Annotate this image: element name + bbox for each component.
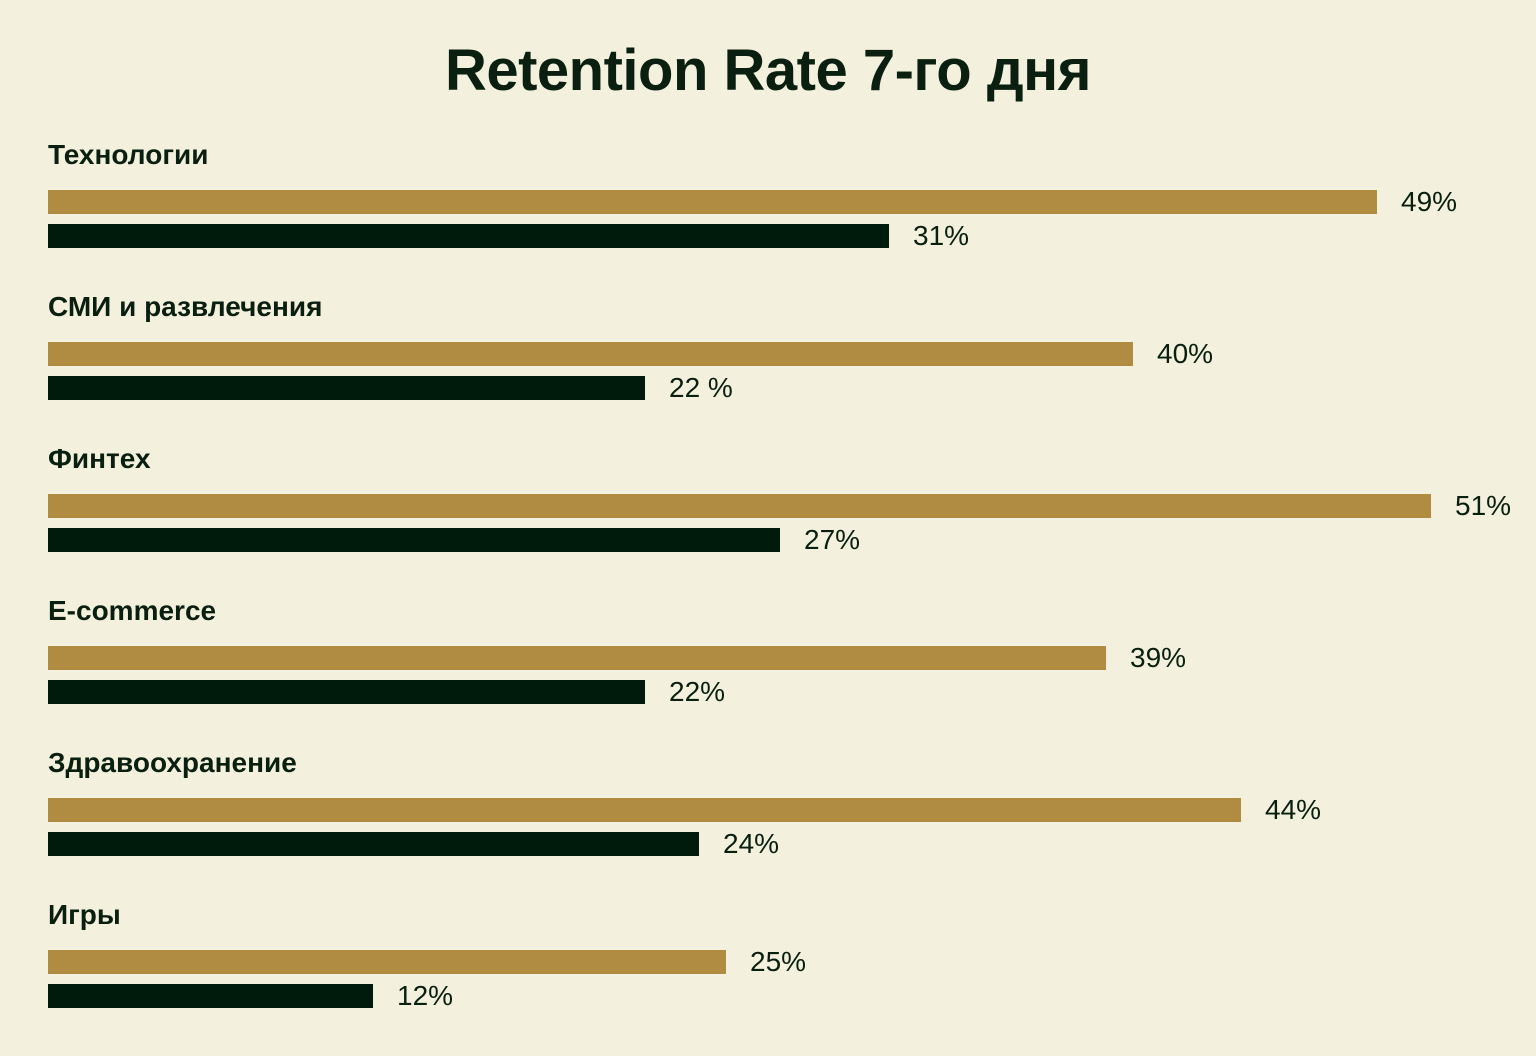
bar	[48, 224, 889, 248]
bar	[48, 342, 1133, 366]
data-label: 27%	[804, 524, 861, 555]
category-label: E-commerce	[48, 595, 217, 626]
category-label: СМИ и развлечения	[48, 291, 323, 322]
data-label: 51%	[1455, 490, 1512, 521]
data-label: 40%	[1157, 338, 1214, 369]
bar	[48, 494, 1431, 518]
data-label: 39%	[1130, 642, 1187, 673]
bar	[48, 798, 1241, 822]
chart-title: Retention Rate 7-го дня	[444, 38, 1092, 103]
category-label: Финтех	[48, 443, 151, 474]
bar	[48, 646, 1106, 670]
bar	[48, 528, 780, 552]
data-label: 12%	[397, 980, 454, 1011]
data-label: 22%	[669, 676, 726, 707]
data-label: 31%	[913, 220, 970, 251]
bar	[48, 190, 1377, 214]
bar	[48, 984, 373, 1008]
category-label: Технологии	[48, 139, 209, 170]
data-label: 25%	[750, 946, 807, 977]
data-label: 49%	[1401, 186, 1458, 217]
bar	[48, 680, 645, 704]
category-label: Здравоохранение	[48, 747, 297, 778]
data-label: 24%	[723, 828, 780, 859]
bar	[48, 376, 645, 400]
bar	[48, 950, 726, 974]
category-label: Игры	[48, 899, 121, 930]
bar	[48, 832, 699, 856]
data-label: 22 %	[669, 372, 733, 403]
data-label: 44%	[1265, 794, 1322, 825]
